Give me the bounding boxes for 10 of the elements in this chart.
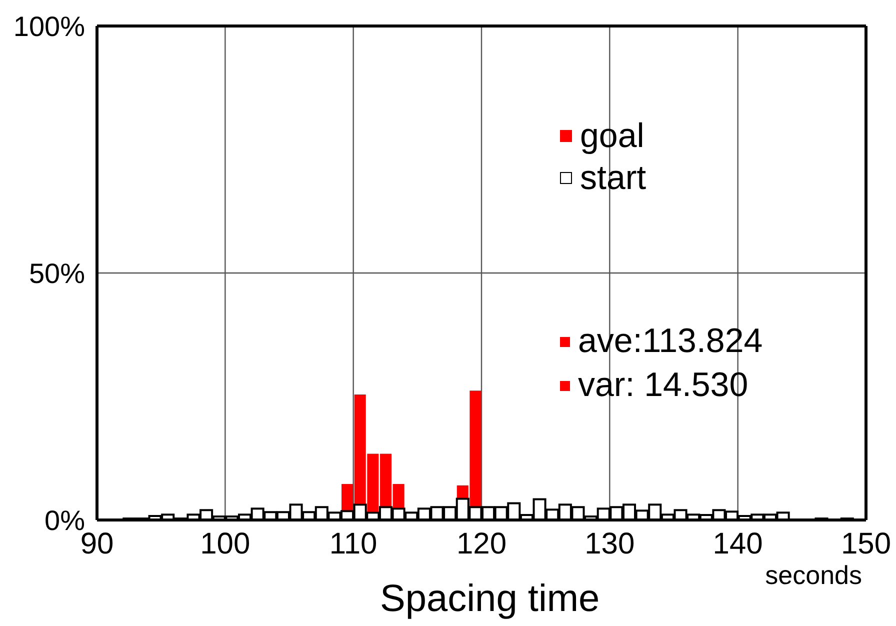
x-tick-label: 150: [840, 527, 892, 560]
x-tick-label: 140: [712, 527, 763, 560]
x-tick-label: 130: [584, 527, 635, 560]
x-axis-title: seconds: [765, 560, 862, 591]
x-tick-label: 110: [329, 527, 378, 560]
y-tick-label: 50%: [28, 258, 85, 289]
y-tick-label: 100%: [13, 10, 85, 42]
text: Spacing time: [380, 578, 600, 621]
x-tick-label: 120: [456, 527, 507, 560]
x-tick-label: 100: [200, 527, 250, 560]
